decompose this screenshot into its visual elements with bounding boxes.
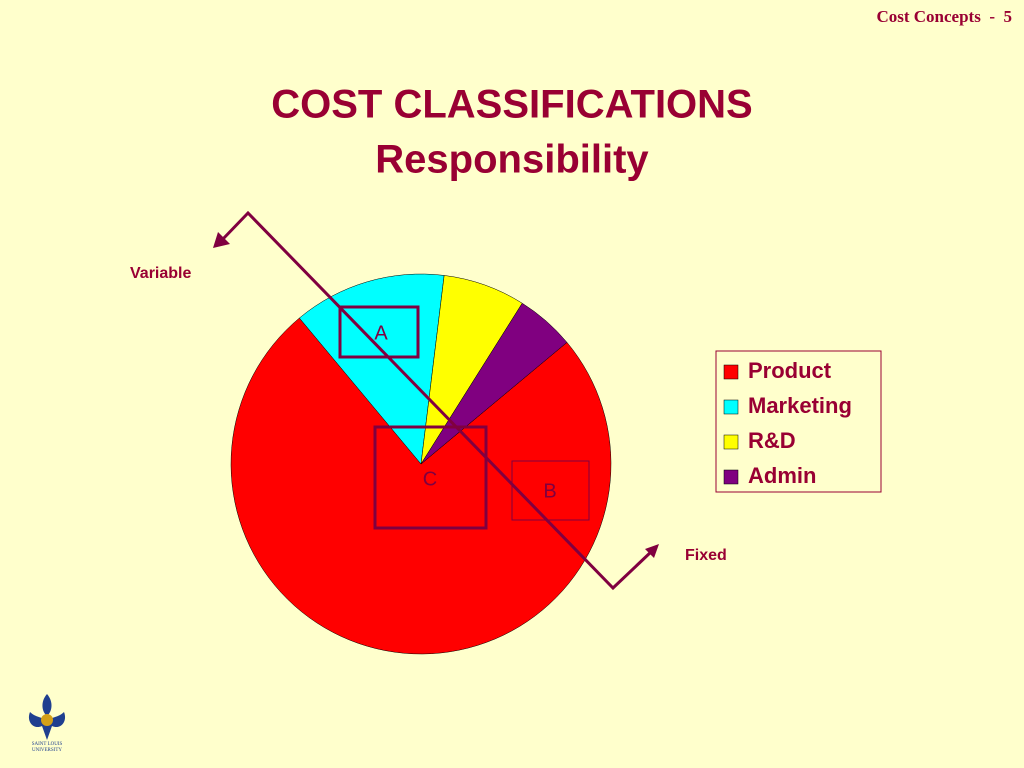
box-a — [338, 305, 420, 359]
annotation: A — [374, 322, 388, 344]
chart-subtitle: Responsibility — [375, 138, 649, 182]
legend-swatch — [723, 399, 739, 415]
chart-title: COST CLASSIFICATIONS — [271, 83, 752, 127]
legend-label: Marketing — [748, 393, 852, 418]
annotation: Variable — [130, 265, 191, 282]
pie-slice — [420, 302, 568, 465]
legend-label: Product — [748, 358, 832, 383]
annotation: B — [543, 480, 556, 502]
logo-text: SAINT LOUIS — [32, 742, 63, 747]
annotation: C — [423, 468, 437, 490]
legend-box — [715, 350, 882, 493]
annotation: Fixed — [685, 547, 727, 564]
box-c — [373, 425, 488, 530]
legend-swatch — [723, 469, 739, 485]
arrowhead — [213, 232, 230, 248]
arrowhead — [645, 544, 659, 558]
pie-slice — [230, 317, 612, 655]
box-b — [511, 460, 590, 521]
header: Cost Concepts - 5 — [876, 7, 1012, 26]
legend-label: R&D — [748, 428, 796, 453]
logo: SAINT LOUIS UNIVERSITY — [28, 694, 66, 753]
arrow — [220, 210, 654, 591]
pie-slice — [299, 273, 445, 465]
legend: Product Marketing R&D Admin — [723, 358, 852, 488]
legend-label: Admin — [748, 463, 816, 488]
logo-text: UNIVERSITY — [32, 748, 62, 753]
pie — [230, 273, 612, 655]
legend-swatch — [723, 434, 739, 450]
legend-swatch — [723, 364, 739, 380]
